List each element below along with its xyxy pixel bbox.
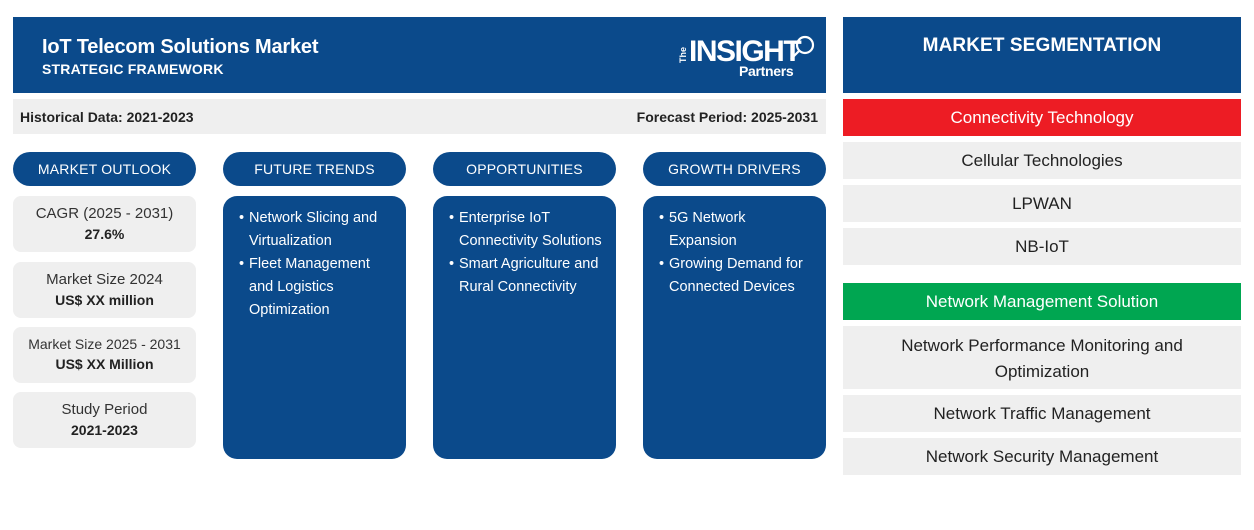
stat-label: Market Size 2025 - 2031: [28, 336, 181, 352]
opportunity-item: Smart Agriculture and Rural Connectivity: [449, 253, 606, 299]
logo-partners-text: Partners: [739, 63, 794, 79]
segment-item: LPWAN: [843, 185, 1241, 222]
logo-insight-text: INSIGHT: [689, 35, 802, 68]
segment-connectivity-technology: Connectivity Technology: [843, 99, 1241, 136]
data-period-bar: Historical Data: 2021-2023 Forecast Peri…: [13, 99, 826, 134]
segment-item: Network Performance Monitoring and Optim…: [843, 326, 1241, 389]
logo-swoosh-icon: [790, 35, 815, 60]
stat-value: 27.6%: [84, 226, 125, 242]
page-subtitle: STRATEGIC FRAMEWORK: [42, 61, 224, 77]
market-size-forecast-stat: Market Size 2025 - 2031 US$ XX Million: [13, 327, 196, 383]
market-size-2024-stat: Market Size 2024 US$ XX million: [13, 262, 196, 318]
segment-item: NB-IoT: [843, 228, 1241, 265]
insight-partners-logo: The INSIGHT Partners: [673, 33, 823, 83]
study-period-stat: Study Period 2021-2023: [13, 392, 196, 448]
segment-item: Network Traffic Management: [843, 395, 1241, 432]
segment-network-management-solution: Network Management Solution: [843, 283, 1241, 320]
forecast-period-label: Forecast Period: 2025-2031: [636, 109, 818, 125]
opportunities-card: Enterprise IoT Connectivity Solutions Sm…: [433, 196, 616, 459]
trend-item: Network Slicing and Virtualization: [239, 207, 396, 253]
growth-drivers-heading: GROWTH DRIVERS: [643, 152, 826, 186]
opportunities-heading: OPPORTUNITIES: [433, 152, 616, 186]
cagr-stat: CAGR (2025 - 2031) 27.6%: [13, 196, 196, 252]
logo-the-text: The: [678, 46, 688, 63]
driver-item: Growing Demand for Connected Devices: [659, 253, 816, 299]
stat-value: US$ XX million: [55, 292, 154, 308]
page-title: IoT Telecom Solutions Market: [42, 36, 319, 58]
stat-label: CAGR (2025 - 2031): [35, 205, 174, 222]
segment-item: Network Security Management: [843, 438, 1241, 475]
segment-item: Cellular Technologies: [843, 142, 1241, 179]
future-trends-card: Network Slicing and Virtualization Fleet…: [223, 196, 406, 459]
historical-data-label: Historical Data: 2021-2023: [20, 109, 194, 125]
stat-label: Study Period: [61, 401, 148, 418]
trend-item: Fleet Management and Logistics Optimizat…: [239, 253, 396, 322]
market-segmentation-heading: MARKET SEGMENTATION: [843, 17, 1241, 93]
driver-item: 5G Network Expansion: [659, 207, 816, 253]
stat-value: US$ XX Million: [55, 356, 154, 372]
opportunity-item: Enterprise IoT Connectivity Solutions: [449, 207, 606, 253]
stat-label: Market Size 2024: [46, 271, 163, 288]
future-trends-heading: FUTURE TRENDS: [223, 152, 406, 186]
growth-drivers-card: 5G Network Expansion Growing Demand for …: [643, 196, 826, 459]
stat-value: 2021-2023: [71, 422, 138, 438]
market-outlook-heading: MARKET OUTLOOK: [13, 152, 196, 186]
header-banner: IoT Telecom Solutions Market STRATEGIC F…: [13, 17, 826, 93]
